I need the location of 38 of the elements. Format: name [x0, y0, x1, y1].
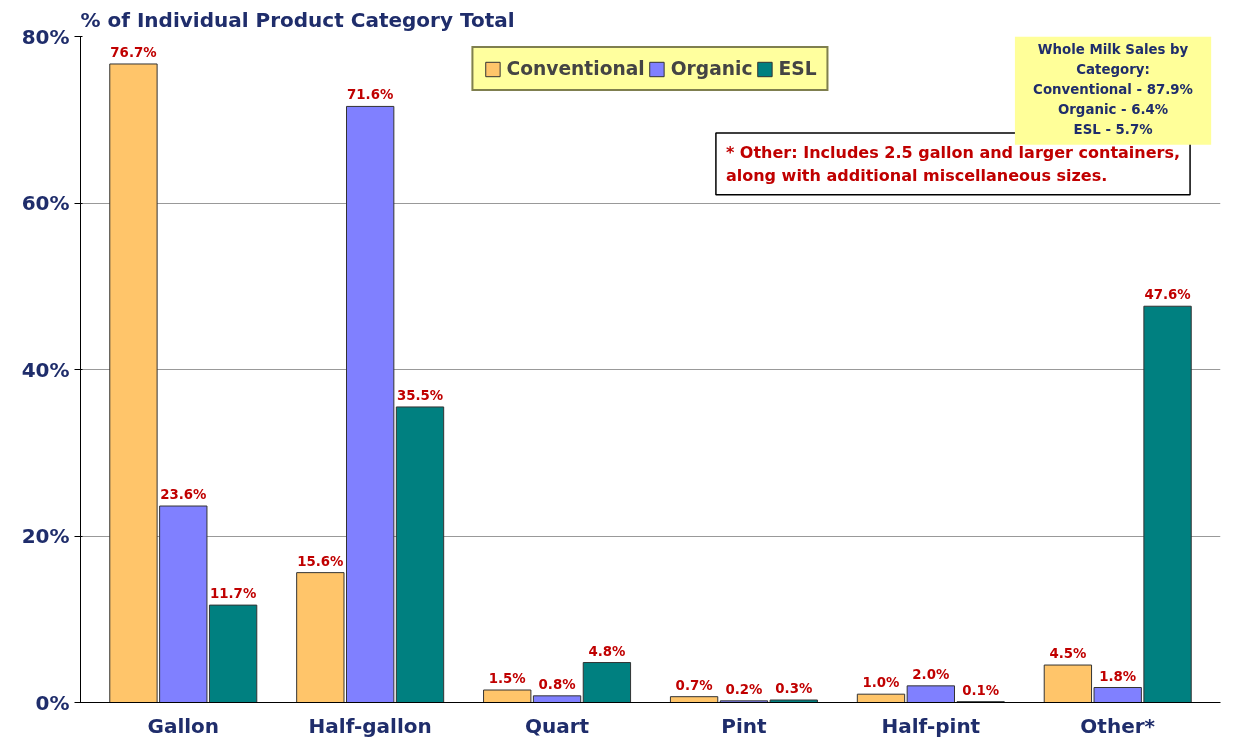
data-label: 1.5% [488, 671, 526, 687]
y-tick-label: 60% [21, 191, 70, 215]
x-tick-label: Half-gallon [308, 713, 432, 738]
data-label: 0.3% [775, 681, 813, 696]
data-label: 15.6% [297, 553, 344, 569]
data-label: 1.8% [1099, 668, 1137, 684]
x-tick-label: Half-pint [881, 713, 981, 738]
data-label: 11.7% [210, 586, 257, 602]
y-tick-label: 20% [21, 524, 70, 548]
data-label: 0.1% [962, 682, 1000, 698]
annotation: ESL - 5.7% [1073, 122, 1153, 138]
legend-label: Organic [670, 58, 753, 79]
data-label: 35.5% [396, 387, 444, 403]
legend-label: Conventional [506, 58, 645, 79]
x-tick-label: Other* [1080, 713, 1156, 738]
y-tick-label: 40% [21, 357, 70, 382]
y-tick-label: 80% [21, 24, 70, 49]
x-tick-label: Quart [524, 713, 590, 738]
data-label: 0.7% [675, 677, 713, 693]
data-label: 4.8% [588, 643, 626, 659]
data-label: 71.6% [347, 87, 394, 103]
data-label: 2.0% [912, 666, 950, 682]
data-label: 4.5% [1049, 646, 1087, 662]
legend-label: ESL [778, 58, 817, 79]
y-tick-label: 0% [35, 690, 70, 715]
x-tick-label: Pint [721, 713, 768, 738]
annotation: * Other: Includes 2.5 gallon and larger containers, along with additional miscellaneous sizes. [725, 142, 1181, 185]
data-label: 1.0% [862, 675, 900, 691]
annotation: Whole Milk Sales by Category: [1037, 42, 1189, 78]
data-label: 76.7% [110, 44, 157, 60]
annotation: Conventional - 87.9% [1033, 82, 1193, 98]
data-label: 0.8% [538, 676, 576, 692]
x-tick-label: Gallon [147, 713, 220, 738]
data-label: 47.6% [1144, 287, 1191, 303]
y-axis-title: % of Individual Product Category Total [80, 7, 515, 32]
data-label: 23.6% [160, 487, 207, 503]
annotation: Organic - 6.4% [1057, 102, 1169, 118]
data-label: 0.2% [725, 681, 763, 697]
